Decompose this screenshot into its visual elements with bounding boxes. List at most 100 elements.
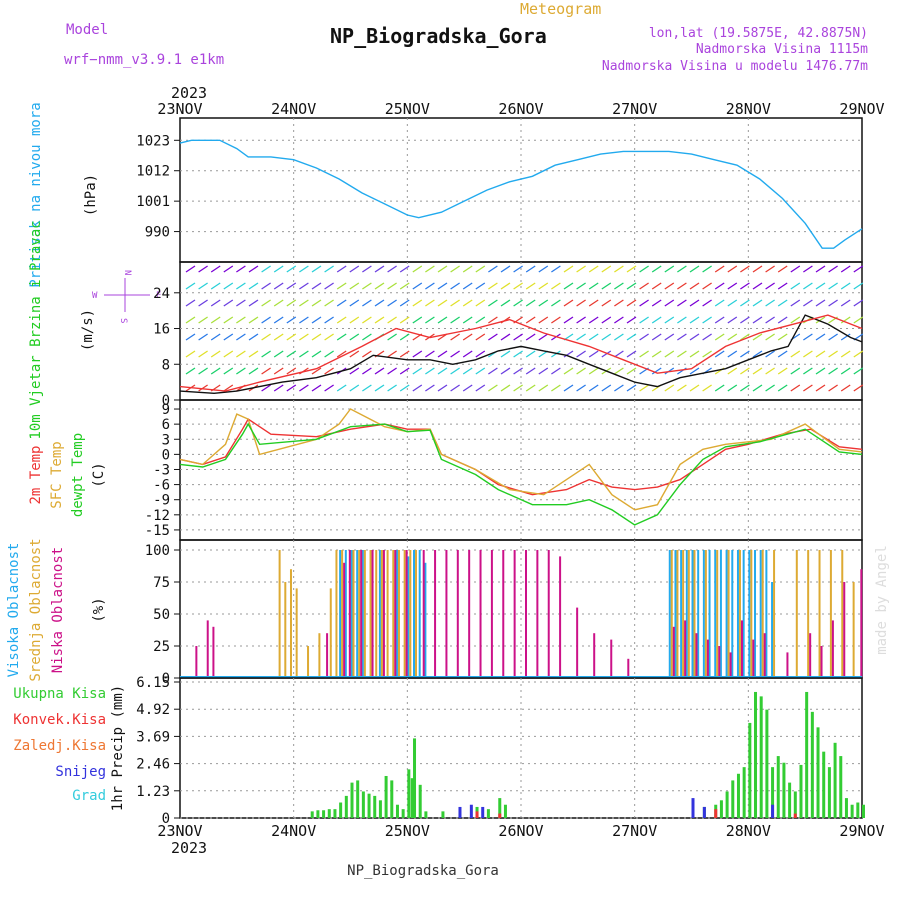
wind-barb <box>488 265 498 273</box>
wind-barb <box>198 384 208 392</box>
wind-barb <box>525 316 536 324</box>
wind-barb <box>475 384 486 392</box>
bar-4-0 <box>765 709 769 818</box>
bar-4-0 <box>378 800 382 818</box>
wind-barb <box>462 367 473 375</box>
bar-3-0 <box>350 550 353 678</box>
wind-barb <box>790 350 801 358</box>
bar-3-1 <box>386 550 389 678</box>
bar-3-2 <box>820 646 823 678</box>
wind-barb <box>311 350 322 358</box>
wind-barb <box>563 367 574 375</box>
wind-panel: 10m Vjetar Brzina i Pravac (m/s) W E N S <box>28 220 161 439</box>
wind-barb <box>803 299 813 307</box>
bar-3-2 <box>479 550 482 678</box>
bar-3-2 <box>434 550 437 678</box>
y-tick-label: 1023 <box>136 133 170 149</box>
wind-barb <box>223 350 234 358</box>
wind-barb <box>626 350 637 358</box>
wind-barb <box>664 265 675 273</box>
y-tick-label: 2.46 <box>136 757 170 773</box>
wind-barb <box>399 316 410 324</box>
bar-4-0 <box>498 798 502 818</box>
bar-4-0 <box>424 811 428 818</box>
wind-barb <box>828 299 838 307</box>
bar-3-2 <box>195 646 198 678</box>
wind-barb <box>387 333 397 341</box>
wind-barb <box>462 265 473 273</box>
wind-barb <box>563 299 574 307</box>
wind-barb <box>475 316 486 324</box>
series-line-2-2 <box>179 422 863 526</box>
wind-barb <box>651 265 662 273</box>
bar-3-1 <box>676 550 679 678</box>
wind-barb <box>450 350 460 358</box>
wind-barb <box>374 367 385 375</box>
wind-barb <box>588 282 599 290</box>
pressure-title: Pritisak na nivou mora <box>28 102 44 287</box>
bar-4-0 <box>827 767 831 818</box>
wind-barb <box>840 333 851 341</box>
wind-barb <box>765 282 775 290</box>
bar-3-2 <box>672 626 675 678</box>
wind-barb <box>248 316 259 324</box>
bar-3-0 <box>759 550 762 678</box>
cloud-ylabel: (%) <box>91 597 107 622</box>
wind-barb <box>626 282 637 290</box>
bar-3-2 <box>831 620 834 678</box>
wind-barb <box>412 299 423 307</box>
wind-barb <box>538 282 549 290</box>
wind-barb <box>790 265 801 273</box>
bar-3-2 <box>547 550 550 678</box>
wind-barb <box>349 350 360 358</box>
wind-barb <box>601 299 612 307</box>
wind-barb <box>223 384 234 392</box>
wind-barb <box>311 333 322 341</box>
x-tick-label: 24NOV <box>271 100 316 118</box>
wind-barb <box>777 282 788 290</box>
wind-barb <box>210 299 221 307</box>
wind-barb <box>324 367 334 375</box>
wind-barb <box>702 316 712 324</box>
wind-barb <box>425 350 435 358</box>
wind-barb <box>261 265 271 273</box>
bar-3-1 <box>335 550 338 678</box>
wind-barb <box>727 299 738 307</box>
wind-barb <box>689 333 700 341</box>
bar-3-2 <box>729 652 732 678</box>
bar-3-1 <box>716 550 719 678</box>
x-tick-label: 23NOV <box>157 100 202 118</box>
wind-barb <box>299 384 309 392</box>
bar-3-1 <box>852 582 855 678</box>
wind-barb <box>248 350 259 358</box>
bar-3-2 <box>382 550 385 678</box>
wind-barb <box>324 316 334 324</box>
wind-barb <box>412 384 423 392</box>
wind-barb <box>513 299 523 307</box>
bar-3-2 <box>627 658 630 678</box>
wind-barb <box>689 299 700 307</box>
bar-3-1 <box>829 550 832 678</box>
bar-3-2 <box>343 562 346 678</box>
freezing-precip-title: Zaledj.Kisa <box>13 738 106 754</box>
wind-barb <box>803 384 813 392</box>
bar-3-1 <box>415 550 418 678</box>
wind-barb <box>500 282 511 290</box>
bar-3-2 <box>593 633 596 678</box>
y-tick-label: 16 <box>153 322 170 338</box>
bar-4-0 <box>441 811 445 818</box>
bar-4-0 <box>407 769 411 818</box>
compass-north: N <box>122 270 132 275</box>
wind-barb <box>198 299 208 307</box>
wind-barb <box>286 265 297 273</box>
bar-4-1 <box>475 811 479 818</box>
bar-3-2 <box>786 652 789 678</box>
bar-3-0 <box>736 550 739 678</box>
bar-4-0 <box>395 804 399 818</box>
wind-barb <box>261 316 271 324</box>
wind-barb <box>425 282 435 290</box>
wind-barb <box>462 384 473 392</box>
wind-barb <box>740 384 750 392</box>
wind-barb <box>450 316 460 324</box>
wind-barb <box>551 299 561 307</box>
